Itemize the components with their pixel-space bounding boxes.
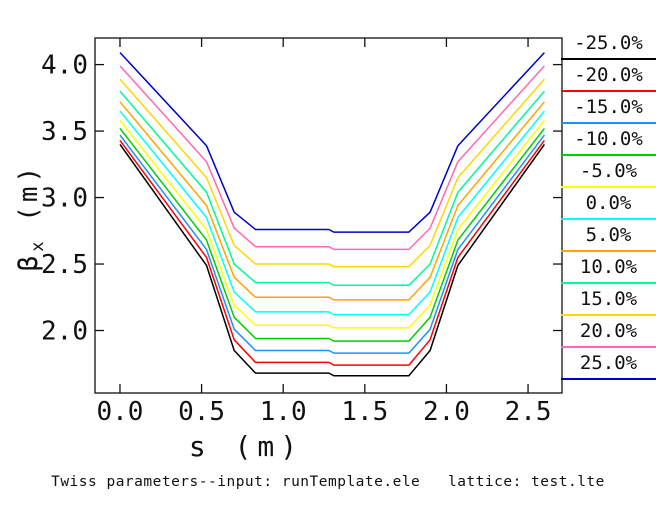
legend-color-line	[561, 282, 656, 284]
legend-color-line	[561, 90, 656, 92]
series-curve--20.0%	[119, 139, 546, 366]
legend-item: -20.0%	[561, 62, 656, 94]
series-curve--15.0%	[119, 134, 545, 354]
legend-label: -25.0%	[574, 32, 643, 54]
legend-color-line	[561, 250, 656, 252]
beta-symbol: β	[13, 251, 44, 272]
legend-label: 0.0%	[585, 192, 632, 214]
legend-label: -10.0%	[574, 128, 643, 150]
x-tick-label: 0.5	[178, 397, 225, 427]
series-curve--10.0%	[119, 127, 545, 342]
legend: -25.0% -20.0% -15.0% -10.0% -5.0% 0.0% 5…	[561, 30, 656, 382]
legend-label: 15.0%	[579, 288, 638, 310]
series-curve--5.0%	[119, 119, 545, 329]
legend-label: 25.0%	[579, 352, 638, 374]
legend-item: -15.0%	[561, 94, 656, 126]
legend-color-line	[561, 218, 656, 220]
legend-color-line	[561, 122, 656, 124]
y-tick-label: 3.5	[41, 117, 88, 147]
legend-color-line	[561, 154, 656, 156]
x-tick-label: 1.0	[260, 397, 307, 427]
legend-label: -20.0%	[574, 64, 643, 86]
x-tick-label: 0.0	[96, 397, 143, 427]
y-tick-label: 2.5	[41, 250, 88, 280]
series-curve-0.0%	[119, 110, 545, 316]
y-axis-units: (m)	[13, 162, 44, 242]
legend-color-line	[561, 58, 656, 60]
series-curve-10.0%	[119, 90, 545, 287]
legend-color-line	[561, 378, 656, 380]
legend-color-line	[561, 314, 656, 316]
series-curve--25.0%	[119, 143, 546, 377]
legend-label: -15.0%	[574, 96, 643, 118]
legend-item: 10.0%	[561, 254, 656, 286]
legend-label: 5.0%	[585, 224, 632, 246]
y-tick-label: 2.0	[41, 317, 88, 347]
legend-item: -10.0%	[561, 126, 656, 158]
x-tick-label: 2.5	[505, 397, 552, 427]
legend-color-line	[561, 346, 656, 348]
series-curve-25.0%	[119, 52, 545, 233]
y-tick-label: 4.0	[41, 51, 88, 81]
legend-label: 10.0%	[579, 256, 638, 278]
legend-item: 0.0%	[561, 190, 656, 222]
legend-item: -5.0%	[561, 158, 656, 190]
series-curve-5.0%	[119, 101, 545, 301]
y-tick-label: 3.0	[41, 184, 88, 214]
legend-item: 15.0%	[561, 286, 656, 318]
legend-item: 25.0%	[561, 350, 656, 382]
legend-color-line	[561, 186, 656, 188]
x-tick-label: 1.5	[341, 397, 388, 427]
beta-subscript: x	[28, 241, 49, 252]
x-axis-label: s (m)	[188, 430, 304, 463]
y-axis-label: βx (m)	[14, 142, 48, 292]
plot-frame	[94, 37, 563, 394]
legend-item: 5.0%	[561, 222, 656, 254]
x-tick-label: 2.0	[423, 397, 470, 427]
legend-label: -5.0%	[579, 160, 638, 182]
series-curve-20.0%	[119, 65, 545, 251]
legend-label: 20.0%	[579, 320, 638, 342]
legend-item: -25.0%	[561, 30, 656, 62]
plot-caption: Twiss parameters--input: runTemplate.ele…	[51, 474, 605, 490]
legend-item: 20.0%	[561, 318, 656, 350]
series-curve-15.0%	[119, 78, 545, 268]
